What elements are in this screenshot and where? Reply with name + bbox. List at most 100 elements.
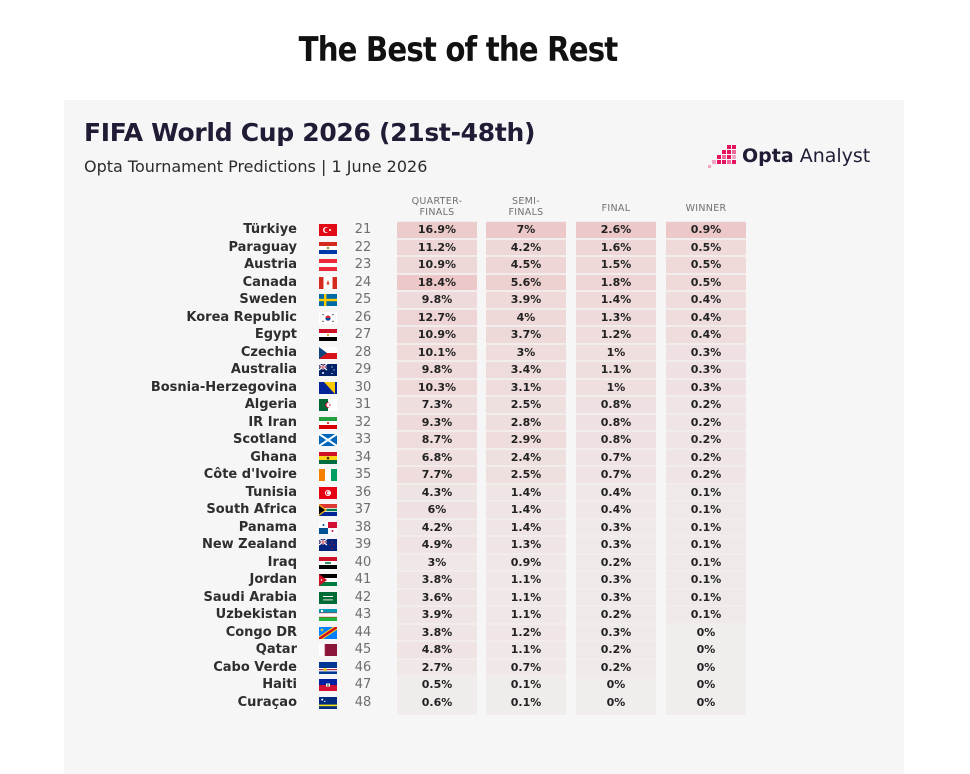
cell-final: 1.3% [576, 309, 656, 325]
rank-number: 35 [354, 467, 372, 482]
cell-final: 1.6% [576, 239, 656, 255]
cell-final: 0.8% [576, 414, 656, 430]
flag-bih-icon [319, 381, 337, 394]
table-row: Qatar 45 4.8% 1.1% 0.2% 0% [0, 641, 970, 659]
team-name: Haiti [262, 677, 297, 692]
rank-number: 45 [354, 642, 372, 657]
cell-qf: 2.7% [397, 659, 477, 675]
flag-pan-icon [319, 521, 337, 534]
cell-qf: 10.3% [397, 379, 477, 395]
cell-final: 0.2% [576, 607, 656, 623]
rank-number: 26 [354, 309, 372, 325]
cell-qf: 10.1% [397, 344, 477, 360]
table-row: Uzbekistan 43 3.9% 1.1% 0.2% 0.1% [0, 606, 970, 624]
cell-final: 0.4% [576, 502, 656, 518]
cell-winner: 0.9% [666, 222, 746, 238]
table-row: Egypt 27 10.9% 3.7% 1.2% 0.4% [0, 326, 970, 344]
team-name: Austria [244, 257, 297, 272]
table-row: Czechia 28 10.1% 3% 1% 0.3% [0, 344, 970, 362]
table-row: Sweden 25 9.8% 3.9% 1.4% 0.4% [0, 291, 970, 309]
cell-final: 1% [576, 379, 656, 395]
cell-qf: 7.7% [397, 467, 477, 483]
cell-winner: 0.2% [666, 414, 746, 430]
table-row: Scotland 33 8.7% 2.9% 0.8% 0.2% [0, 431, 970, 449]
cell-sf: 3% [486, 344, 566, 360]
rank-number: 24 [354, 274, 372, 290]
team-name: Panama [238, 519, 297, 535]
cell-sf: 1.1% [486, 572, 566, 588]
cell-qf: 10.9% [397, 327, 477, 343]
cell-sf: 0.9% [486, 554, 566, 570]
team-name: Korea Republic [186, 309, 297, 325]
flag-cpv-icon [319, 661, 337, 674]
rank-number: 38 [354, 519, 372, 535]
cell-winner: 0.4% [666, 292, 746, 308]
table-row: Haiti 47 0.5% 0.1% 0% 0% [0, 676, 970, 694]
cell-qf: 0.5% [421, 678, 453, 691]
cell-qf: 3.9% [397, 607, 477, 623]
rank-number: 28 [354, 344, 372, 360]
rank-number: 23 [354, 257, 372, 272]
cell-final: 0% [606, 678, 626, 691]
opta-analyst-logo: Opta Analyst [708, 143, 870, 169]
column-background-sf [486, 221, 566, 715]
cell-sf: 1.3% [486, 537, 566, 553]
cell-sf: 2.8% [486, 414, 566, 430]
cell-sf: 3.7% [486, 327, 566, 343]
cell-final: 0.2% [576, 554, 656, 570]
team-name: Sweden [239, 292, 297, 307]
team-name: Australia [230, 362, 297, 377]
column-header-final: FINAL [601, 203, 631, 214]
rank-number: 39 [354, 537, 372, 552]
team-name: Qatar [255, 642, 297, 657]
flag-uzb-icon [319, 609, 337, 621]
cell-qf: 9.3% [397, 414, 477, 430]
flag-qat-icon [319, 644, 337, 656]
cell-qf: 18.4% [397, 274, 477, 290]
cell-qf: 4.9% [397, 537, 477, 553]
team-name: Egypt [254, 327, 297, 342]
cell-winner: 0.3% [666, 362, 746, 378]
column-header-winner: WINNER [685, 203, 727, 214]
cell-qf: 0.6% [421, 695, 453, 709]
cell-winner: 0.1% [666, 607, 746, 623]
flag-can-icon [319, 276, 337, 289]
flag-swe-icon [319, 294, 337, 306]
opta-logo-icon [708, 145, 736, 168]
rank-number: 47 [354, 677, 372, 692]
team-name: Iraq [267, 554, 297, 570]
table-row: Jordan 41 3.8% 1.1% 0.3% 0.1% [0, 571, 970, 589]
cell-qf: 9.8% [397, 292, 477, 308]
cell-qf: 8.7% [397, 432, 477, 448]
cell-final: 0.7% [576, 449, 656, 465]
rank-number: 22 [354, 239, 372, 255]
cell-winner: 0% [696, 660, 716, 674]
team-name: New Zealand [201, 537, 297, 552]
cell-final: 1.4% [576, 292, 656, 308]
team-name: Jordan [249, 572, 297, 587]
chart-card [64, 100, 904, 774]
flag-egy-icon [319, 329, 337, 341]
cell-final: 0.2% [576, 642, 656, 658]
rank-number: 27 [354, 327, 372, 342]
cell-winner: 0.4% [666, 309, 746, 325]
cell-winner: 0.1% [666, 519, 746, 535]
cell-sf: 7% [486, 222, 566, 238]
cell-sf: 4% [486, 309, 566, 325]
chart-subtitle: Opta Tournament Predictions | 1 June 202… [84, 157, 428, 176]
cell-final: 0.3% [576, 624, 656, 640]
table-row: Canada 24 18.4% 5.6% 1.8% 0.5% [0, 274, 970, 292]
cell-sf: 3.4% [486, 362, 566, 378]
team-name: Cabo Verde [213, 659, 297, 675]
cell-sf: 1.1% [486, 589, 566, 605]
cell-qf: 10.9% [397, 257, 477, 273]
rank-number: 40 [354, 554, 372, 570]
cell-final: 1.1% [576, 362, 656, 378]
flag-rsa-icon [319, 504, 337, 516]
cell-winner: 0.2% [666, 397, 746, 413]
table-row: Congo DR 44 3.8% 1.2% 0.3% 0% [0, 624, 970, 642]
cell-winner: 0% [696, 678, 716, 691]
cell-qf: 9.8% [397, 362, 477, 378]
cell-sf: 1.1% [486, 607, 566, 623]
flag-aus-icon [319, 364, 337, 376]
